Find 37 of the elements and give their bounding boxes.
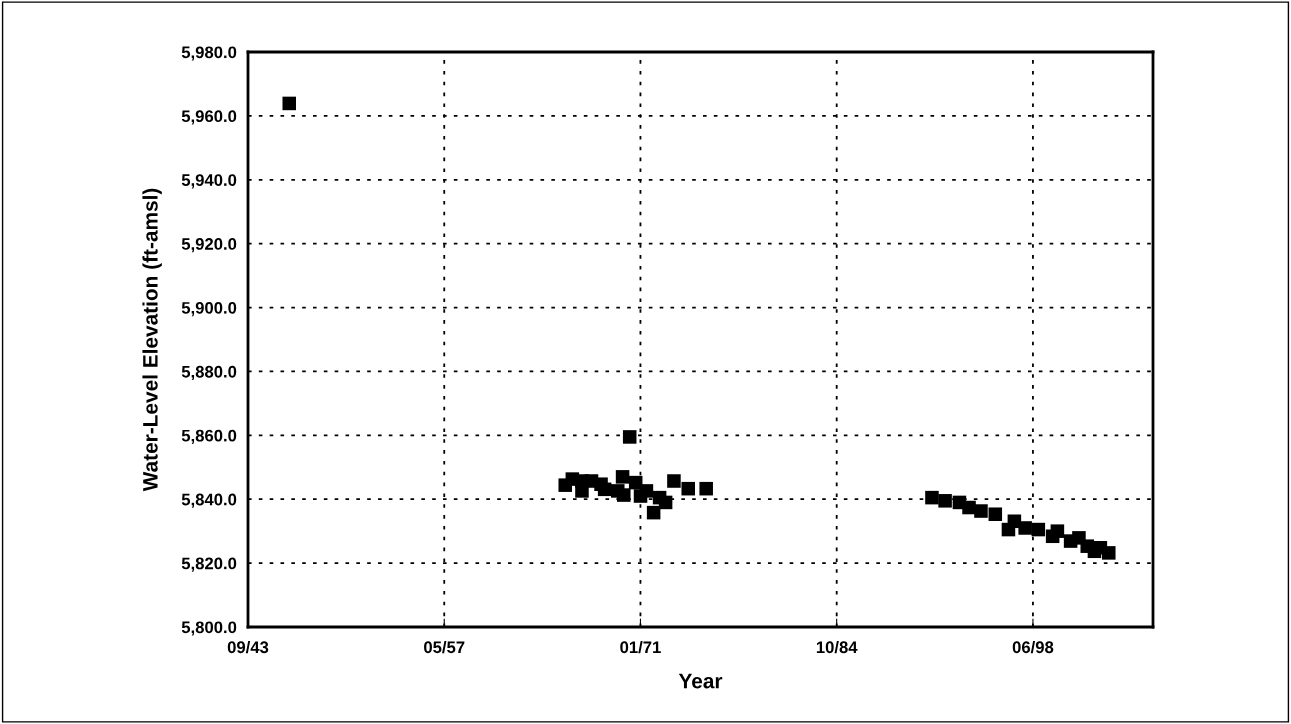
x-tick-label: 09/43 [227, 640, 269, 654]
y-tick-label: 5,940.0 [181, 174, 237, 189]
y-tick-label: 5,860.0 [181, 429, 237, 444]
x-axis-title: Year [678, 673, 723, 689]
x-tick-label: 05/57 [424, 640, 465, 654]
point [646, 505, 661, 520]
y-axis-title: Water-Level Elevation (ft-amsl) [142, 188, 162, 492]
point [938, 494, 952, 508]
point [1031, 522, 1046, 537]
point [1102, 546, 1116, 560]
point [925, 490, 939, 505]
point [658, 495, 673, 510]
y-tick-label: 5,840.0 [181, 493, 237, 508]
point [699, 481, 713, 496]
point [282, 96, 297, 111]
point [639, 484, 654, 498]
y-tick-label: 5,880.0 [181, 365, 237, 381]
y-tick-label: 5,920.0 [181, 238, 237, 253]
point [974, 504, 988, 518]
point [615, 470, 630, 484]
point [667, 474, 681, 488]
point [681, 481, 696, 496]
point [617, 488, 631, 502]
point [622, 430, 637, 444]
y-tick-label: 5,960.0 [181, 110, 237, 125]
x-tick-label: 10/84 [816, 640, 858, 654]
point [1050, 524, 1065, 538]
point [575, 484, 589, 498]
point [988, 507, 1003, 521]
point [1018, 521, 1032, 535]
y-tick-label: 5,800.0 [181, 621, 237, 636]
x-tick-label: 06/98 [1012, 640, 1054, 654]
y-tick-label: 5,980.0 [181, 46, 237, 61]
y-tick-label: 5,900.0 [181, 301, 237, 317]
x-tick-label: 01/71 [620, 640, 661, 654]
point [597, 482, 612, 497]
y-tick-label: 5,820.0 [181, 557, 237, 572]
